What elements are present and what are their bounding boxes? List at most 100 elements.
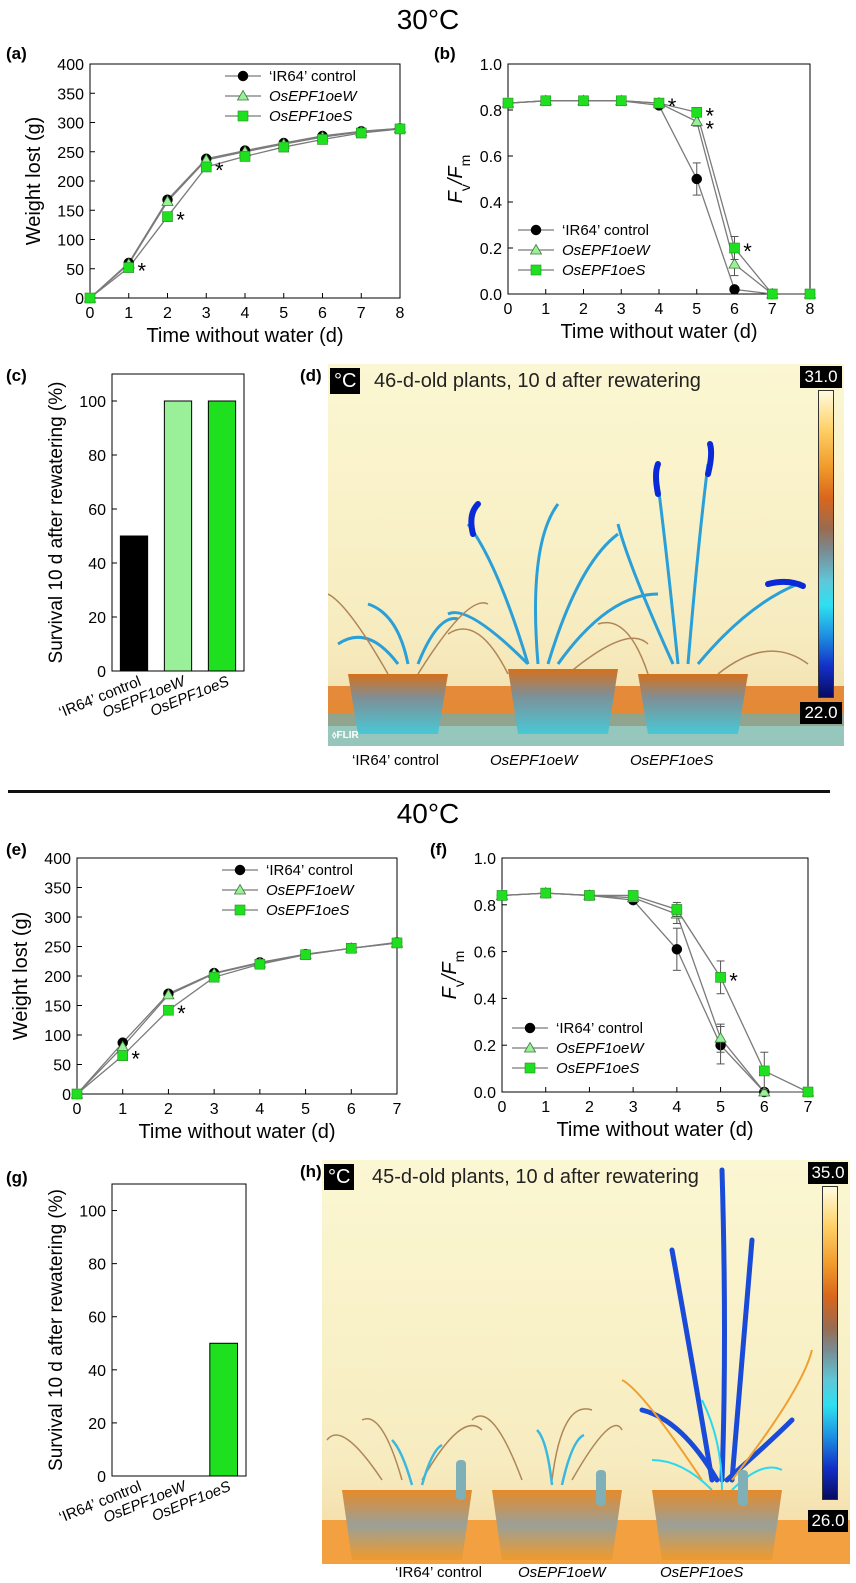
xtick-label-b-3: 3 — [617, 301, 626, 318]
ytick-label-g-3: 60 — [88, 1310, 106, 1327]
ytick-label-e-5: 250 — [44, 940, 71, 957]
ytick-label-c-5: 100 — [79, 394, 106, 411]
thermal-title-h: 45-d-old plants, 10 d after rewatering — [372, 1166, 699, 1188]
legend-marker-e-2 — [234, 904, 246, 916]
xtick-label-e-2: 2 — [164, 1101, 173, 1118]
legend-label-f-0: ‘IR64’ control — [556, 1020, 643, 1037]
point-f-2-3 — [627, 890, 639, 901]
ytick-label-e-8: 400 — [44, 851, 71, 868]
series-line-f-0 — [501, 892, 808, 1093]
xlabel-a: Time without water (d) — [146, 325, 343, 347]
series-line-b-1 — [507, 100, 810, 295]
significance-star-a-2: * — [215, 158, 224, 183]
significance-star-e-0: * — [131, 1047, 140, 1072]
xtick-label-e-4: 4 — [255, 1101, 264, 1118]
xtick-label-b-1: 1 — [541, 301, 550, 318]
xtick-label-a-5: 5 — [279, 305, 288, 322]
xtick-label-f-6: 6 — [760, 1099, 769, 1116]
xtick-label-e-0: 0 — [73, 1101, 82, 1118]
ytick-label-g-0: 0 — [97, 1469, 106, 1486]
legend-marker-a-1 — [236, 89, 250, 101]
ytick-label-f-0: 0.0 — [474, 1085, 496, 1102]
legend-label-e-0: ‘IR64’ control — [266, 862, 353, 879]
thermal-title-d: 46-d-old plants, 10 d after rewatering — [374, 370, 701, 392]
ytick-label-e-0: 0 — [62, 1087, 71, 1104]
bar-c-0 — [119, 535, 149, 672]
xtick-label-e-7: 7 — [393, 1101, 402, 1118]
point-f-2-5 — [715, 972, 726, 983]
caption-d-control: ‘IR64’ control — [352, 752, 439, 769]
thermal-scene-d — [328, 364, 844, 746]
caption-d-oew: OsEPF1oeW — [490, 752, 578, 769]
series-line-b-0 — [507, 100, 810, 295]
point-e-2-2 — [163, 1004, 174, 1016]
caption-h-control: ‘IR64’ control — [395, 1564, 482, 1581]
ytick-label-b-0: 0.0 — [480, 287, 502, 304]
panel-label-g: (g) — [6, 1168, 28, 1187]
xtick-label-b-4: 4 — [655, 301, 664, 318]
ylabel-f: Fv/Fm — [439, 951, 467, 1000]
point-f-1-5 — [714, 1031, 727, 1043]
plot-frame-g — [111, 1183, 247, 1477]
series-line-e-1 — [76, 942, 398, 1095]
ytick-label-g-2: 40 — [88, 1363, 106, 1380]
point-a-2-3 — [200, 161, 212, 173]
point-a-2-5 — [278, 141, 290, 153]
xtick-label-a-8: 8 — [396, 305, 405, 322]
bar-g-2 — [209, 1342, 239, 1477]
ytick-label-c-4: 80 — [88, 448, 106, 465]
series-line-e-0 — [76, 941, 398, 1095]
point-a-2-1 — [123, 262, 135, 273]
xtick-label-b-2: 2 — [579, 301, 588, 318]
point-f-2-7 — [802, 1086, 814, 1098]
legend-label-b-2: OsEPF1oeS — [562, 262, 645, 279]
point-e-2-7 — [391, 937, 403, 949]
ytick-label-f-1: 0.2 — [474, 1038, 496, 1055]
point-e-2-0 — [71, 1088, 83, 1100]
point-b-0-5 — [691, 173, 702, 185]
ytick-label-b-4: 0.8 — [480, 103, 502, 120]
legend-label-f-2: OsEPF1oeS — [556, 1060, 639, 1077]
point-e-2-5 — [300, 949, 311, 961]
point-f-2-0 — [496, 890, 508, 901]
ytick-label-f-5: 1.0 — [474, 851, 496, 868]
xtick-label-b-5: 5 — [692, 301, 701, 318]
panel-label-f: (f) — [430, 840, 447, 859]
thermal-image-h: °C 45-d-old plants, 10 d after rewaterin… — [322, 1160, 850, 1564]
xtick-label-a-4: 4 — [241, 305, 250, 322]
significance-star-a-1: * — [176, 208, 185, 233]
ylabel-b: Fv/Fm — [445, 155, 473, 204]
panel-label-e: (e) — [6, 840, 27, 859]
legend-marker-b-2 — [530, 264, 542, 276]
point-b-2-5 — [691, 107, 703, 118]
ytick-label-c-1: 20 — [88, 610, 106, 627]
point-a-2-4 — [239, 151, 251, 162]
ytick-label-b-2: 0.4 — [480, 195, 502, 212]
ytick-label-e-6: 300 — [44, 910, 71, 927]
point-e-2-3 — [208, 971, 220, 983]
flir-logo: ⬨FLIR — [332, 730, 359, 741]
ytick-label-f-4: 0.8 — [474, 898, 496, 915]
legend-marker-a-0 — [237, 70, 249, 82]
series-line-f-2 — [501, 892, 809, 1093]
colorbar-h — [822, 1186, 838, 1500]
point-b-0-6 — [729, 284, 740, 295]
bar-c-2 — [207, 400, 237, 672]
legend-marker-f-0 — [524, 1022, 536, 1034]
point-b-2-6 — [729, 242, 740, 254]
heading-40c: 40°C — [396, 798, 460, 829]
legend-marker-b-0 — [530, 224, 542, 236]
point-a-1-2 — [161, 195, 174, 206]
xtick-label-f-7: 7 — [804, 1099, 813, 1116]
xlabel-b: Time without water (d) — [560, 321, 757, 343]
xtick-label-a-1: 1 — [124, 305, 133, 322]
xtick-label-e-3: 3 — [210, 1101, 219, 1118]
xtick-label-b-7: 7 — [768, 301, 777, 318]
ytick-label-g-1: 20 — [88, 1416, 106, 1433]
point-b-2-2 — [578, 95, 589, 107]
unit-badge-h: °C — [324, 1164, 355, 1190]
legend-marker-e-1 — [233, 883, 247, 895]
unit-badge-d: °C — [330, 368, 361, 394]
xtick-label-f-3: 3 — [629, 1099, 638, 1116]
legend-marker-b-1 — [529, 243, 543, 255]
